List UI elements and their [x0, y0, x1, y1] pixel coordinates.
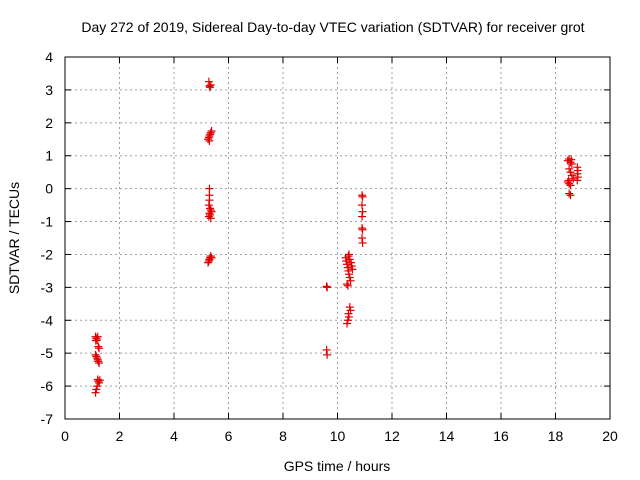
data-point	[343, 260, 352, 269]
data-point	[205, 210, 214, 219]
y-tick-label: -7	[41, 411, 54, 427]
data-point	[343, 280, 352, 289]
data-point	[206, 206, 215, 215]
data-point	[565, 164, 574, 173]
y-tick-label: -6	[41, 378, 54, 394]
x-tick-label: 20	[602, 428, 618, 444]
data-point	[344, 312, 353, 321]
data-point	[358, 225, 367, 234]
data-point	[567, 159, 576, 168]
data-point	[94, 377, 103, 386]
y-tick-labels: -7 -6 -5 -4 -3 -2 -1 0 1 2 3 4	[41, 49, 54, 427]
data-point	[564, 176, 573, 185]
y-tick-label: 4	[45, 49, 53, 65]
data-point	[566, 181, 575, 190]
axis-ticks	[64, 56, 611, 420]
x-tick-label: 14	[439, 428, 455, 444]
grid	[65, 57, 610, 419]
chart-title: Day 272 of 2019, Sidereal Day-to-day VTE…	[81, 19, 584, 35]
y-tick-label: -3	[41, 279, 54, 295]
x-axis-label: GPS time / hours	[284, 458, 391, 474]
data-point	[347, 261, 356, 270]
data-point	[204, 135, 213, 144]
y-axis-label: SDTVAR / TECUs	[6, 182, 22, 294]
data-point	[91, 350, 100, 359]
data-point	[345, 273, 354, 282]
data-point	[343, 281, 352, 290]
y-tick-label: -2	[41, 246, 54, 262]
data-point	[323, 350, 332, 359]
data-point	[93, 382, 102, 391]
data-point	[565, 189, 574, 198]
data-point	[95, 376, 104, 385]
data-point	[358, 212, 367, 221]
x-tick-labels: 0 2 4 6 8 10 12 14 16 18 20	[61, 428, 618, 444]
data-point	[205, 136, 214, 145]
data-point	[348, 265, 357, 274]
data-point	[323, 283, 332, 292]
data-point	[204, 212, 213, 221]
data-point	[344, 250, 353, 259]
y-tick-label: 2	[45, 115, 53, 131]
data-point	[345, 303, 354, 312]
data-point	[206, 214, 215, 223]
data-point	[343, 319, 352, 328]
data-point	[573, 176, 582, 185]
x-tick-label: 18	[548, 428, 564, 444]
data-point	[344, 270, 353, 279]
y-tick-label: -1	[41, 214, 54, 230]
y-tick-label: 0	[45, 181, 53, 197]
data-point	[343, 316, 352, 325]
data-point	[95, 344, 104, 353]
data-point	[567, 171, 576, 180]
data-point	[94, 342, 103, 351]
data-point	[92, 352, 101, 361]
y-tick-label: -4	[41, 312, 54, 328]
data-point	[204, 258, 213, 267]
data-point	[566, 168, 575, 177]
x-tick-label: 8	[279, 428, 287, 444]
data-point	[204, 201, 213, 210]
data-point	[95, 359, 104, 368]
data-point	[91, 336, 100, 345]
data-points	[91, 77, 582, 397]
data-point	[91, 388, 100, 397]
data-point	[206, 80, 215, 89]
y-tick-label: 1	[45, 148, 53, 164]
x-tick-label: 2	[116, 428, 124, 444]
x-tick-label: 6	[225, 428, 233, 444]
data-point	[207, 253, 216, 262]
data-point	[92, 385, 101, 394]
data-point	[94, 357, 103, 366]
x-tick-label: 4	[170, 428, 178, 444]
data-point	[566, 191, 575, 200]
y-tick-label: -5	[41, 345, 54, 361]
data-point	[346, 276, 355, 285]
x-tick-label: 16	[493, 428, 509, 444]
data-point	[207, 127, 216, 136]
data-point	[345, 255, 354, 264]
data-point	[206, 252, 215, 261]
x-tick-label: 12	[384, 428, 400, 444]
data-point	[342, 257, 351, 266]
data-point	[358, 192, 367, 201]
y-tick-label: 3	[45, 82, 53, 98]
data-point	[569, 174, 578, 183]
data-point	[206, 128, 215, 137]
data-point	[93, 332, 102, 341]
x-tick-label: 0	[61, 428, 69, 444]
data-point	[358, 238, 367, 247]
x-tick-label: 10	[330, 428, 346, 444]
